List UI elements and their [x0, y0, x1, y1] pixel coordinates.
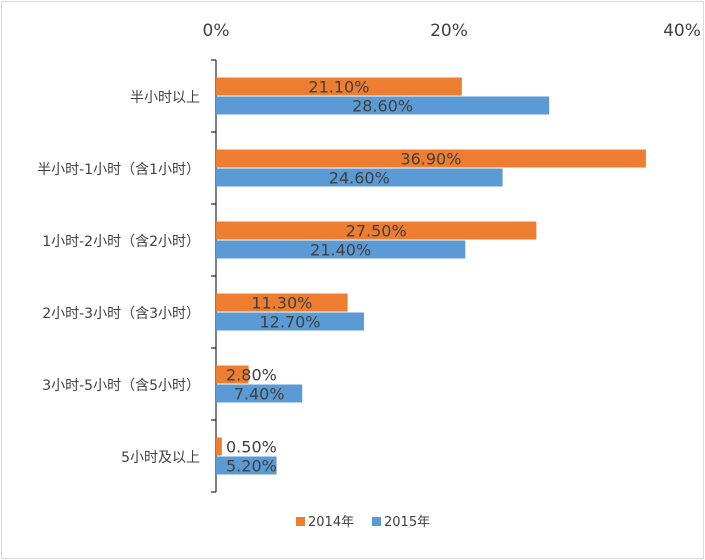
bar-2014 — [216, 77, 462, 96]
bar-2014 — [216, 149, 646, 168]
legend-label: 2015年 — [384, 515, 430, 530]
bar-2015 — [216, 240, 466, 259]
data-label: 24.60% — [329, 169, 390, 188]
bar-2015 — [216, 456, 277, 475]
legend-label: 2014年 — [308, 515, 354, 530]
legend-swatch — [372, 517, 381, 526]
category-label: 半小时以上 — [130, 90, 200, 106]
data-label: 7.40% — [234, 385, 285, 404]
category-label: 1小时-2小时（含2小时） — [42, 234, 200, 250]
legend-swatch — [296, 517, 305, 526]
data-label: 36.90% — [400, 150, 461, 169]
bar-2015 — [216, 168, 503, 187]
data-label: 11.30% — [251, 294, 312, 313]
data-label: 5.20% — [226, 457, 277, 476]
bar-2014 — [216, 293, 348, 312]
data-label: 28.60% — [352, 97, 413, 116]
category-label: 5小时及以上 — [121, 450, 200, 466]
data-label: 2.80% — [226, 366, 277, 385]
category-label: 3小时-5小时（含5小时） — [42, 378, 200, 394]
data-label: 12.70% — [259, 313, 320, 332]
x-tick-label: 40% — [663, 21, 701, 41]
data-label: 0.50% — [226, 438, 277, 457]
bar-2015 — [216, 96, 550, 115]
bar-2014 — [216, 221, 537, 240]
category-label: 2小时-3小时（含3小时） — [42, 306, 200, 322]
data-label: 21.40% — [310, 241, 371, 260]
bar-2014 — [216, 365, 249, 384]
bar-2015 — [216, 384, 303, 403]
category-label: 半小时-1小时（含1小时） — [37, 162, 200, 178]
bar-2015 — [216, 312, 364, 331]
data-label: 27.50% — [346, 222, 407, 241]
x-tick-label: 0% — [203, 21, 230, 41]
x-tick-label: 20% — [430, 21, 468, 41]
bar-2014 — [216, 437, 222, 456]
data-label: 21.10% — [308, 78, 369, 97]
